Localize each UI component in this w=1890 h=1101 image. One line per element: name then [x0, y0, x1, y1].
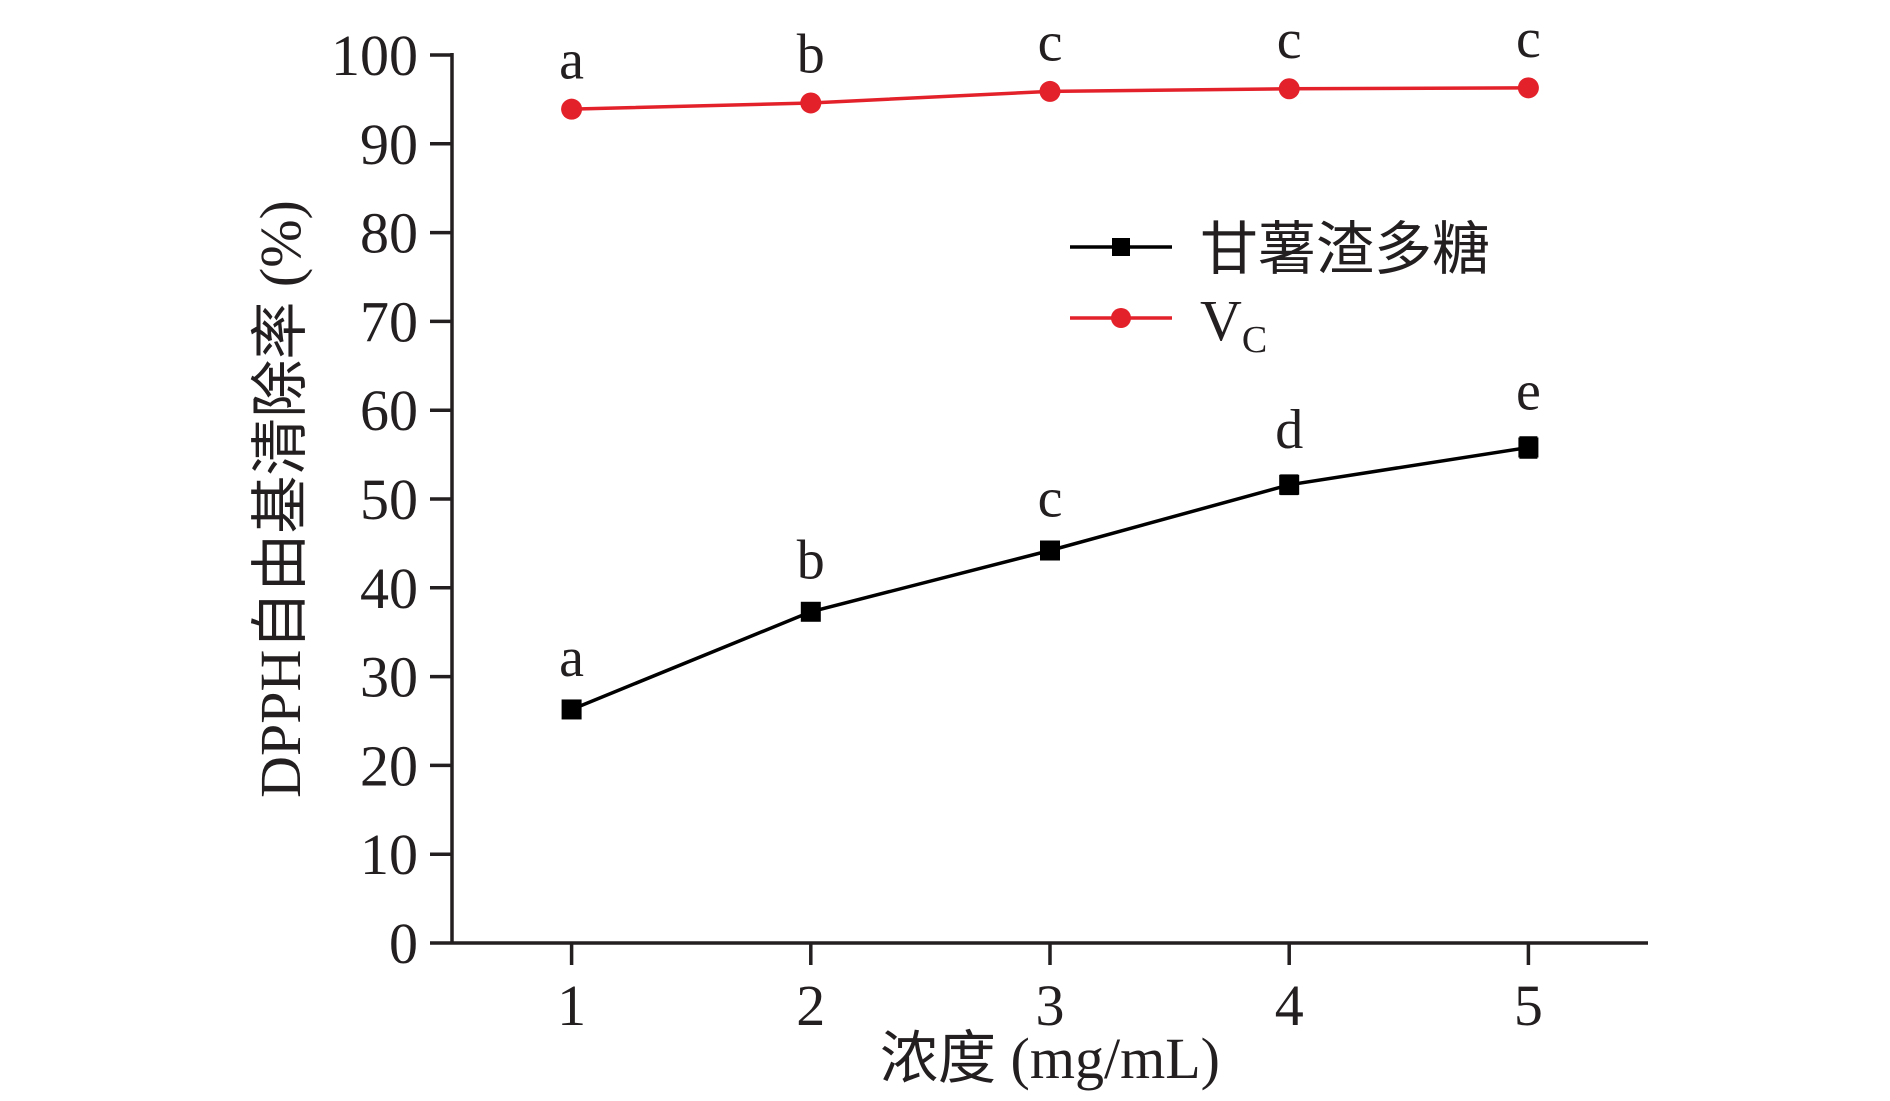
data-point	[800, 601, 821, 622]
y-tick-label: 60	[360, 378, 418, 443]
ticks: 0 10 20 30 40 50 60 70 80 90 100 1 2 3 4 5	[331, 23, 1543, 1038]
series-2	[561, 77, 1539, 120]
data-point	[1518, 437, 1539, 458]
y-tick-label: 30	[360, 645, 418, 710]
y-tick-label: 10	[360, 822, 418, 887]
y-axis-title: DPPH自由基清除率 (%)	[248, 200, 313, 798]
x-tick-label: 3	[1036, 973, 1065, 1038]
significance-label: e	[1516, 361, 1541, 423]
x-axis-title: 浓度 (mg/mL)	[880, 1026, 1220, 1091]
x-tick-label: 5	[1514, 973, 1543, 1038]
data-point	[800, 92, 822, 114]
data-point	[561, 699, 582, 720]
y-tick-label: 20	[360, 733, 418, 798]
y-tick-label: 100	[331, 23, 418, 88]
y-tick-label: 70	[360, 289, 418, 354]
y-tick-label: 0	[389, 911, 418, 976]
data-point	[1279, 474, 1300, 495]
y-tick-label: 40	[360, 556, 418, 621]
legend-item-1: 甘薯渣多糖	[1070, 217, 1490, 282]
significance-label: b	[797, 529, 825, 591]
legend-label-subscript: C	[1242, 319, 1267, 361]
legend-item-2: VC	[1070, 288, 1267, 361]
legend-label: 甘薯渣多糖	[1200, 217, 1490, 282]
significance-label: a	[559, 30, 584, 92]
x-tick-label: 1	[557, 973, 586, 1038]
data-point	[561, 98, 583, 120]
data-point	[1278, 78, 1300, 100]
data-point	[1040, 540, 1060, 561]
significance-label: a	[559, 627, 584, 689]
data-point	[1517, 77, 1539, 99]
legend-marker	[1111, 308, 1131, 328]
data-point	[1039, 80, 1061, 102]
significance-labels: a b c d e a b c c c	[559, 8, 1541, 689]
legend-label: VC	[1200, 288, 1267, 361]
significance-label: c	[1038, 12, 1063, 74]
x-tick-label: 2	[796, 973, 825, 1038]
series-1	[561, 436, 1539, 720]
legend-marker	[1112, 238, 1130, 256]
significance-label: c	[1516, 8, 1541, 70]
series-layer	[561, 77, 1539, 720]
y-tick-label: 90	[360, 112, 418, 177]
significance-label: d	[1275, 399, 1303, 461]
significance-label: b	[797, 23, 825, 85]
significance-label: c	[1277, 9, 1302, 71]
significance-label: c	[1038, 467, 1063, 529]
y-tick-label: 80	[360, 201, 418, 266]
x-tick-label: 4	[1275, 973, 1304, 1038]
y-tick-label: 50	[360, 467, 418, 532]
